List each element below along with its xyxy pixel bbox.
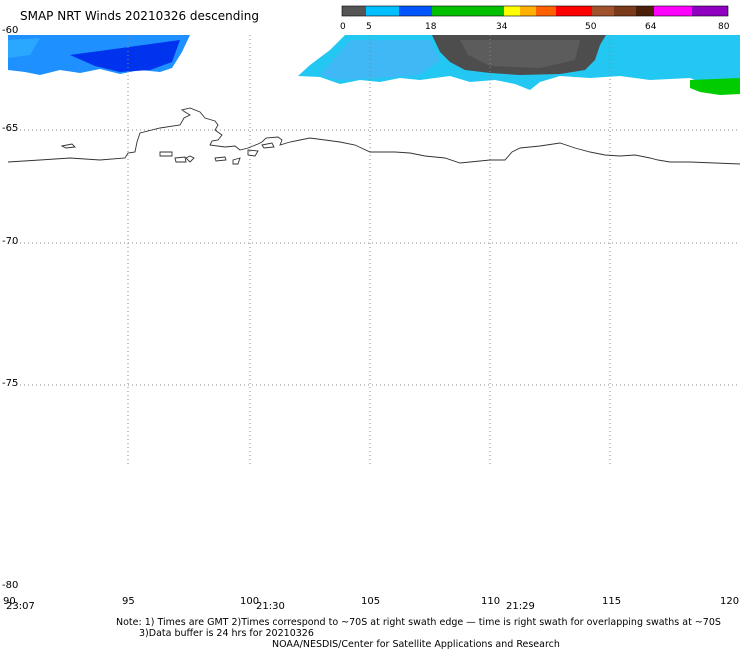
colorbar bbox=[341, 5, 729, 17]
colorbar-seg-64-80a bbox=[654, 6, 692, 16]
colorbar-seg-0-5 bbox=[342, 6, 366, 16]
colorbar-seg-64-80b bbox=[692, 6, 728, 16]
colorbar-seg-5-18a bbox=[366, 6, 399, 16]
time-label-2130: 21:30 bbox=[256, 601, 285, 612]
lat-lon-grid bbox=[8, 35, 740, 465]
credit-line: NOAA/NESDIS/Center for Satellite Applica… bbox=[272, 639, 560, 650]
wind-strong-region bbox=[690, 78, 740, 95]
lat-label-60: -60 bbox=[2, 25, 19, 36]
lon-label-95: 95 bbox=[122, 596, 135, 607]
antarctic-coastline bbox=[7, 107, 740, 165]
colorbar-seg-5-18b bbox=[399, 6, 432, 16]
lat-label-75: -75 bbox=[2, 378, 19, 389]
note-line-1: Note: 1) Times are GMT 2)Times correspon… bbox=[116, 617, 721, 628]
colorbar-seg-50-64c bbox=[636, 6, 654, 16]
lat-label-70: -70 bbox=[2, 236, 19, 247]
colorbar-seg-50-64a bbox=[592, 6, 614, 16]
time-label-2307: 23:07 bbox=[6, 601, 35, 612]
map-title: SMAP NRT Winds 20210326 descending bbox=[20, 9, 259, 23]
colorbar-seg-50-64b bbox=[614, 6, 636, 16]
lon-label-90: 90 bbox=[3, 596, 16, 607]
colorbar-tick-50: 50 bbox=[585, 22, 597, 32]
colorbar-seg-18-34 bbox=[432, 6, 504, 16]
time-label-2129: 21:29 bbox=[506, 601, 535, 612]
note-line-2: 3)Data buffer is 24 hrs for 20210326 bbox=[139, 628, 314, 639]
colorbar-seg-34-50d bbox=[556, 6, 592, 16]
colorbar-tick-18: 18 bbox=[425, 22, 437, 32]
colorbar-tick-5: 5 bbox=[366, 22, 372, 32]
colorbar-tick-34: 34 bbox=[496, 22, 508, 32]
colorbar-tick-80: 80 bbox=[718, 22, 730, 32]
lon-label-100: 100 bbox=[240, 596, 260, 607]
colorbar-seg-34-50b bbox=[520, 6, 536, 16]
lon-label-120: 120 bbox=[720, 596, 740, 607]
colorbar-seg-34-50a bbox=[504, 6, 520, 16]
lat-label-80: -80 bbox=[2, 580, 19, 591]
colorbar-seg-34-50c bbox=[536, 6, 556, 16]
lon-label-115: 115 bbox=[602, 596, 622, 607]
wind-swaths bbox=[8, 35, 740, 95]
colorbar-tick-64: 64 bbox=[645, 22, 657, 32]
lon-label-110: 110 bbox=[481, 596, 501, 607]
lat-label-65: -65 bbox=[2, 123, 19, 134]
colorbar-tick-0: 0 bbox=[340, 22, 346, 32]
lon-label-105: 105 bbox=[361, 596, 381, 607]
